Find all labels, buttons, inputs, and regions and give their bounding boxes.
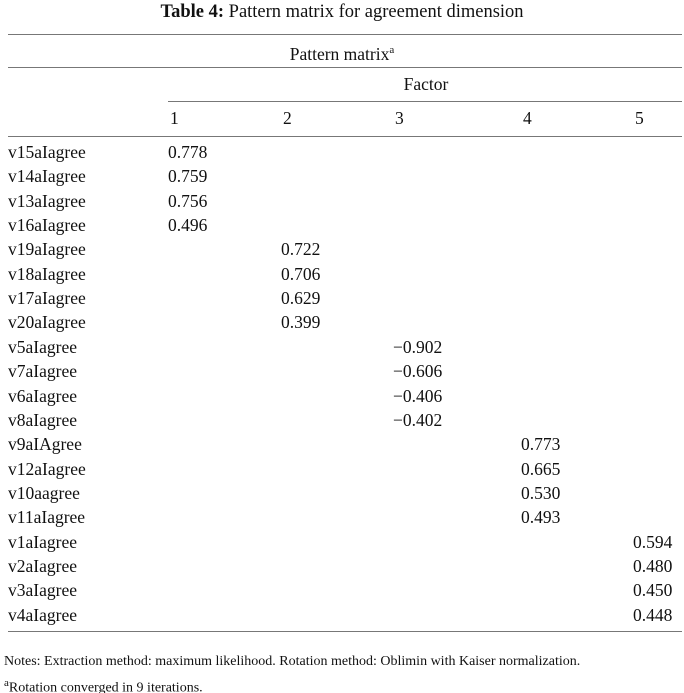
cell: 0.778 (168, 142, 208, 162)
footnote-mark: a (4, 677, 9, 689)
cell: 0.706 (281, 263, 321, 284)
row-label: v8aIagree (8, 409, 77, 430)
row-label: v3aIagree (8, 580, 77, 601)
cell: 0.493 (521, 507, 561, 528)
cell: 0.530 (521, 482, 561, 503)
cell: 0.496 (168, 215, 208, 236)
cell: 0.480 (633, 555, 673, 576)
cell: 0.450 (633, 580, 673, 601)
cell: 0.722 (281, 239, 321, 260)
column-header: 1 (170, 108, 179, 128)
cell: −0.402 (393, 409, 443, 430)
row-label: v2aIagree (8, 555, 77, 576)
notes: Notes: Extraction method: maximum likeli… (4, 654, 581, 669)
cell: 0.399 (281, 312, 321, 333)
row-label: v6aIagree (8, 385, 77, 406)
row-label: v10aagree (8, 482, 80, 503)
row-label: v1aIagree (8, 531, 77, 552)
cell: −0.902 (393, 336, 443, 357)
row-label: v13aIagree (8, 190, 86, 211)
rule (8, 34, 682, 35)
footnote: aRotation converged in 9 iterations. (4, 673, 203, 693)
rule (8, 136, 682, 137)
cell: 0.756 (168, 190, 208, 211)
row-label: v5aIagree (8, 336, 77, 357)
title-text: Pattern matrix for agreement dimension (228, 2, 524, 22)
cell: 0.594 (633, 531, 673, 552)
rule (168, 101, 682, 102)
cell: 0.665 (521, 458, 561, 479)
row-label: v7aIagree (8, 361, 77, 382)
row-label: v18aIagree (8, 263, 86, 284)
row-label: v9aIAgree (8, 434, 82, 455)
caption: Pattern matrixa (0, 40, 684, 64)
cell: 0.773 (521, 434, 561, 455)
cell: 0.448 (633, 604, 673, 625)
title: Table 4: Pattern matrix for agreement di… (0, 2, 684, 22)
title-label: Table 4: (160, 2, 225, 22)
column-header: 5 (635, 108, 644, 128)
row-label: v4aIagree (8, 604, 77, 625)
cell: −0.606 (393, 361, 443, 382)
cell: 0.629 (281, 288, 321, 309)
row-label: v20aIagree (8, 312, 86, 333)
caption-mark: a (389, 44, 395, 56)
row-label: v14aIagree (8, 166, 86, 187)
footnote-text: Rotation converged in 9 iterations. (8, 680, 203, 693)
row-label: v12aIagree (8, 458, 86, 479)
rule (8, 67, 682, 68)
column-header: 4 (523, 108, 532, 128)
cell: 0.759 (168, 166, 208, 187)
rule (8, 631, 682, 632)
row-label: v11aIagree (8, 507, 86, 528)
cell: −0.406 (393, 385, 443, 406)
row-label: v16aIagree (8, 215, 86, 236)
caption-text: Pattern matrix (289, 43, 390, 64)
group-header: Factor (403, 74, 449, 94)
column-header: 3 (395, 108, 404, 128)
row-label: v15aIagree (8, 142, 86, 162)
column-header: 2 (283, 108, 292, 128)
row-label: v17aIagree (8, 288, 86, 309)
row-label: v19aIagree (8, 239, 86, 260)
